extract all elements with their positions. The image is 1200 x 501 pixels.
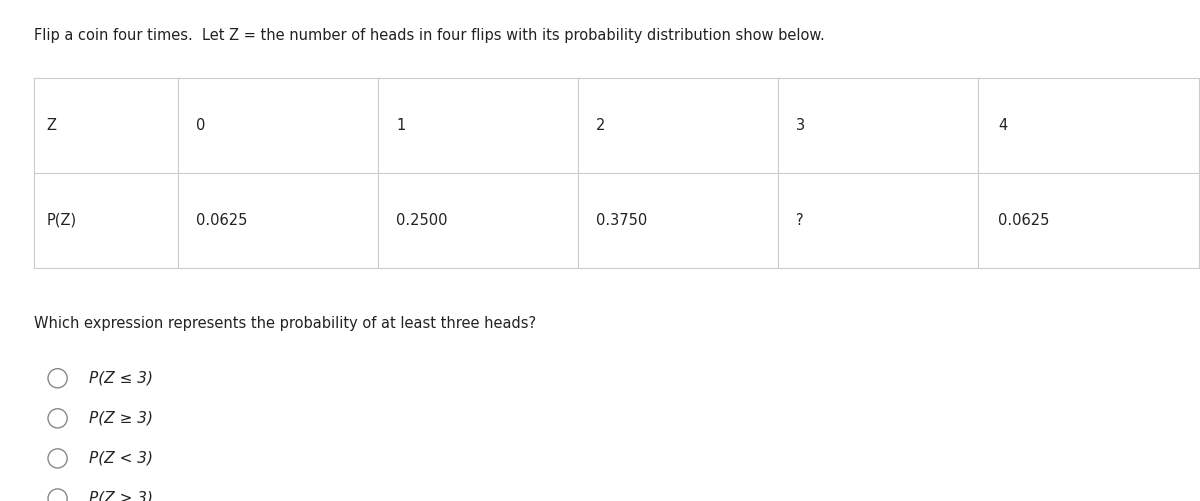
Text: P(Z ≥ 3): P(Z ≥ 3) (89, 411, 152, 426)
Text: Flip a coin four times.  Let Z = the number of heads in four flips with its prob: Flip a coin four times. Let Z = the numb… (34, 28, 824, 43)
Text: P(Z > 3): P(Z > 3) (89, 491, 152, 501)
Text: P(Z ≤ 3): P(Z ≤ 3) (89, 371, 152, 386)
Text: Which expression represents the probability of at least three heads?: Which expression represents the probabil… (34, 316, 535, 331)
Text: 4: 4 (998, 118, 1007, 133)
Text: 3: 3 (796, 118, 805, 133)
Text: 0.2500: 0.2500 (396, 213, 448, 228)
Text: 0.3750: 0.3750 (596, 213, 648, 228)
Text: 2: 2 (596, 118, 606, 133)
Text: 0.0625: 0.0625 (196, 213, 247, 228)
Text: Z: Z (47, 118, 56, 133)
Text: 0.0625: 0.0625 (998, 213, 1049, 228)
Text: P(Z < 3): P(Z < 3) (89, 451, 152, 466)
Text: 0: 0 (196, 118, 205, 133)
Text: P(Z): P(Z) (47, 213, 77, 228)
Text: ?: ? (796, 213, 803, 228)
Text: 1: 1 (396, 118, 406, 133)
